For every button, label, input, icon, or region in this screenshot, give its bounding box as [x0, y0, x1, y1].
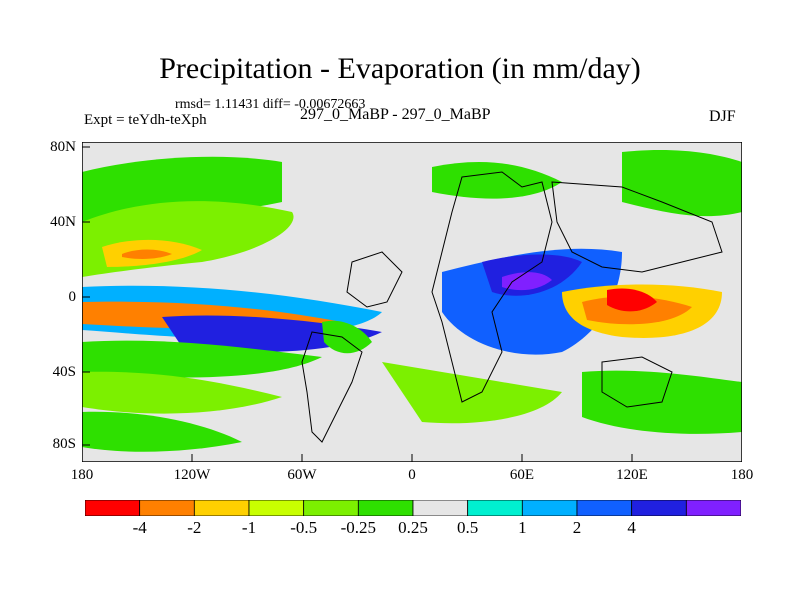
colorbar-label: -4 — [132, 518, 147, 537]
colorbar-swatch — [193, 500, 250, 516]
lat-label-40s: 40S — [52, 364, 76, 380]
plot-title: Precipitation - Evaporation (in mm/day) — [159, 52, 641, 85]
colorbar-swatch — [467, 500, 523, 516]
lon-label-120e: 120E — [616, 467, 648, 483]
colorbar-label: -0.5 — [290, 518, 318, 537]
colorbar-label: 0.25 — [398, 518, 428, 537]
colorbar-swatch — [685, 500, 741, 516]
colorbar-label: 1 — [518, 518, 527, 537]
colorbar-label: -0.25 — [340, 518, 377, 537]
stats-text: rmsd= 1.11431 diff= -0.00672663 — [175, 97, 366, 112]
colorbar-swatch — [139, 500, 195, 516]
lon-label-120w: 120W — [173, 467, 211, 483]
lat-label-40n: 40N — [50, 214, 76, 230]
lat-label-80n: 80N — [50, 139, 76, 155]
axis-ticks — [82, 146, 633, 462]
colorbar-swatch — [521, 500, 578, 516]
colorbar-swatch — [85, 500, 141, 516]
colorbar-swatch — [303, 500, 359, 516]
colorbar-label: -1 — [241, 518, 257, 537]
map-plot — [82, 142, 742, 462]
field-contours — [82, 150, 742, 452]
period-label: 297_0_MaBP - 297_0_MaBP — [300, 106, 491, 123]
colorbar-label: 2 — [572, 518, 582, 537]
colorbar-swatch — [412, 500, 469, 516]
colorbar-swatch — [357, 500, 414, 516]
colorbar — [85, 500, 741, 516]
colorbar-label: 0.5 — [457, 518, 479, 537]
lon-label-60w: 60W — [287, 467, 317, 483]
coastlines — [301, 171, 723, 443]
colorbar-swatch — [631, 500, 687, 516]
colorbar-label: -2 — [187, 518, 202, 537]
lon-label-180w: 180 — [70, 467, 94, 483]
lon-label-180e: 180 — [730, 467, 754, 483]
colorbar-swatch — [576, 500, 633, 516]
experiment-label: Expt = teYdh-teXph — [84, 112, 207, 128]
lon-label-0: 0 — [408, 467, 416, 483]
colorbar-label: 4 — [627, 518, 636, 537]
lat-label-80s: 80S — [52, 436, 76, 452]
lon-label-60e: 60E — [509, 467, 535, 483]
season-label: DJF — [709, 108, 736, 125]
colorbar-swatch — [248, 500, 305, 516]
lat-label-0: 0 — [68, 289, 77, 305]
